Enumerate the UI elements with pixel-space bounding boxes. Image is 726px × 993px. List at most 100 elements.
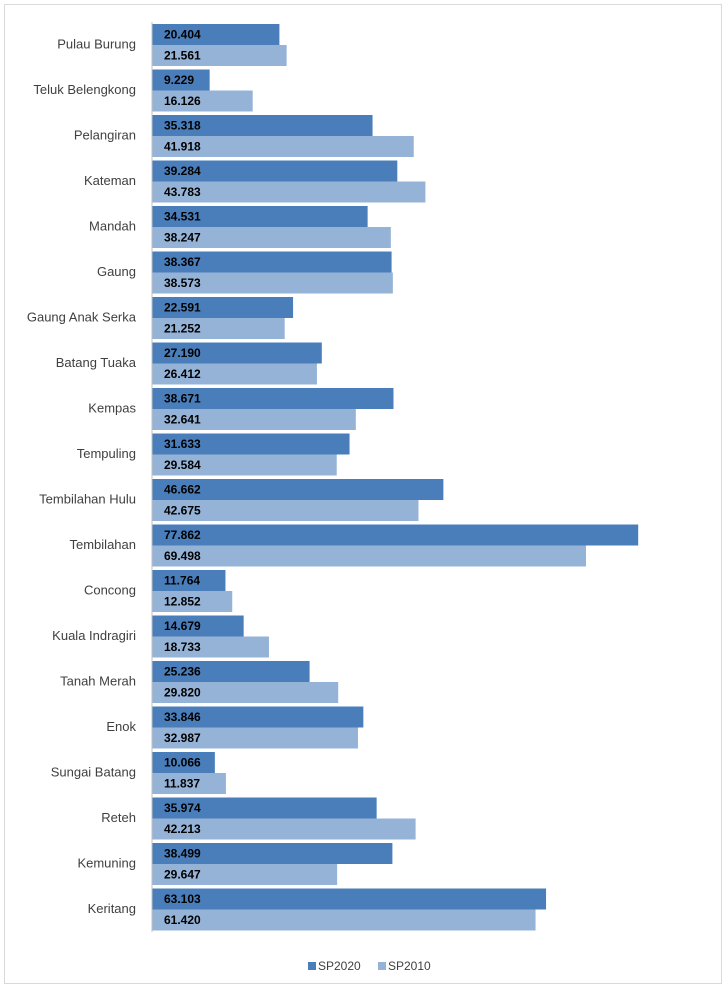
value-label: 29.584 [164, 458, 201, 472]
bar [152, 90, 253, 112]
value-label: 46.662 [164, 483, 201, 497]
legend-label: SP2010 [388, 959, 431, 973]
bar [152, 479, 444, 500]
value-label: 11.764 [164, 574, 200, 588]
category-label: Gaung [97, 264, 136, 279]
category-label: Tempuling [77, 446, 136, 461]
bar [152, 545, 586, 567]
value-label: 29.647 [164, 868, 201, 882]
value-label: 18.733 [164, 640, 201, 654]
category-label: Reteh [101, 810, 136, 825]
category-label: Pulau Burung [57, 36, 136, 51]
category-label: Kuala Indragiri [52, 628, 136, 643]
bar [152, 136, 414, 157]
bar [152, 409, 356, 430]
bar [152, 206, 368, 227]
bar [152, 251, 392, 273]
value-label: 34.531 [164, 210, 201, 224]
bar [152, 227, 391, 248]
bar [152, 773, 226, 794]
category-label: Kateman [84, 173, 136, 188]
category-label: Tembilahan Hulu [39, 491, 136, 506]
legend-label: SP2020 [318, 959, 361, 973]
bar [152, 591, 233, 612]
value-label: 63.103 [164, 892, 201, 906]
value-label: 61.420 [164, 913, 201, 927]
value-label: 12.852 [164, 595, 201, 609]
bar [152, 661, 310, 682]
value-label: 38.367 [164, 255, 201, 269]
bar [152, 69, 210, 91]
value-label: 38.499 [164, 847, 201, 861]
value-label: 25.236 [164, 665, 201, 679]
bar [152, 706, 364, 728]
value-label: 20.404 [164, 28, 201, 42]
category-label: Gaung Anak Serka [27, 309, 137, 324]
bar [152, 363, 317, 385]
legend-swatch [378, 962, 386, 970]
value-label: 41.918 [164, 140, 201, 154]
category-label: Batang Tuaka [56, 355, 137, 370]
bar [152, 752, 215, 773]
value-label: 32.641 [164, 413, 201, 427]
value-label: 21.561 [164, 49, 201, 63]
value-label: 31.633 [164, 437, 201, 451]
category-label: Enok [106, 719, 136, 734]
bar [152, 524, 639, 546]
bar [152, 797, 377, 819]
value-label: 38.247 [164, 231, 201, 245]
value-label: 21.252 [164, 322, 201, 336]
bar [152, 888, 547, 910]
category-label: Tanah Merah [60, 673, 136, 688]
category-label: Tembilahan [70, 537, 137, 552]
bar [152, 909, 536, 931]
bar [152, 615, 244, 637]
value-label: 38.671 [164, 392, 201, 406]
value-label: 77.862 [164, 528, 201, 542]
bar [152, 454, 337, 476]
value-label: 42.213 [164, 822, 201, 836]
value-label: 33.846 [164, 710, 201, 724]
category-label: Mandah [89, 218, 136, 233]
category-label: Concong [84, 582, 136, 597]
bar [152, 636, 269, 658]
category-label: Kemuning [77, 855, 136, 870]
category-label: Pelangiran [74, 127, 136, 142]
bar [152, 24, 280, 45]
bar [152, 843, 393, 864]
bar [152, 388, 394, 409]
category-label: Kempas [88, 400, 136, 415]
bar [152, 160, 398, 182]
bar [152, 318, 285, 339]
value-label: 38.573 [164, 276, 201, 290]
value-label: 26.412 [164, 367, 201, 381]
bar [152, 115, 373, 136]
value-label: 43.783 [164, 185, 201, 199]
bar [152, 727, 358, 749]
bar [152, 297, 294, 318]
value-label: 32.987 [164, 731, 201, 745]
value-label: 16.126 [164, 94, 201, 108]
legend-swatch [308, 962, 316, 970]
value-label: 14.679 [164, 619, 201, 633]
bar [152, 818, 416, 840]
value-label: 29.820 [164, 686, 201, 700]
value-label: 11.837 [164, 777, 200, 791]
bar [152, 864, 338, 885]
bar [152, 181, 426, 203]
value-label: 42.675 [164, 504, 201, 518]
category-label: Teluk Belengkong [33, 82, 136, 97]
value-label: 39.284 [164, 164, 201, 178]
value-label: 10.066 [164, 756, 201, 770]
value-label: 9.229 [164, 73, 194, 87]
bar [152, 500, 419, 521]
value-label: 27.190 [164, 346, 201, 360]
bar [152, 272, 393, 294]
bar [152, 433, 350, 455]
bar [152, 570, 226, 591]
bar [152, 45, 287, 66]
value-label: 22.591 [164, 301, 201, 315]
bar [152, 682, 339, 703]
category-label: Sungai Batang [51, 764, 136, 779]
